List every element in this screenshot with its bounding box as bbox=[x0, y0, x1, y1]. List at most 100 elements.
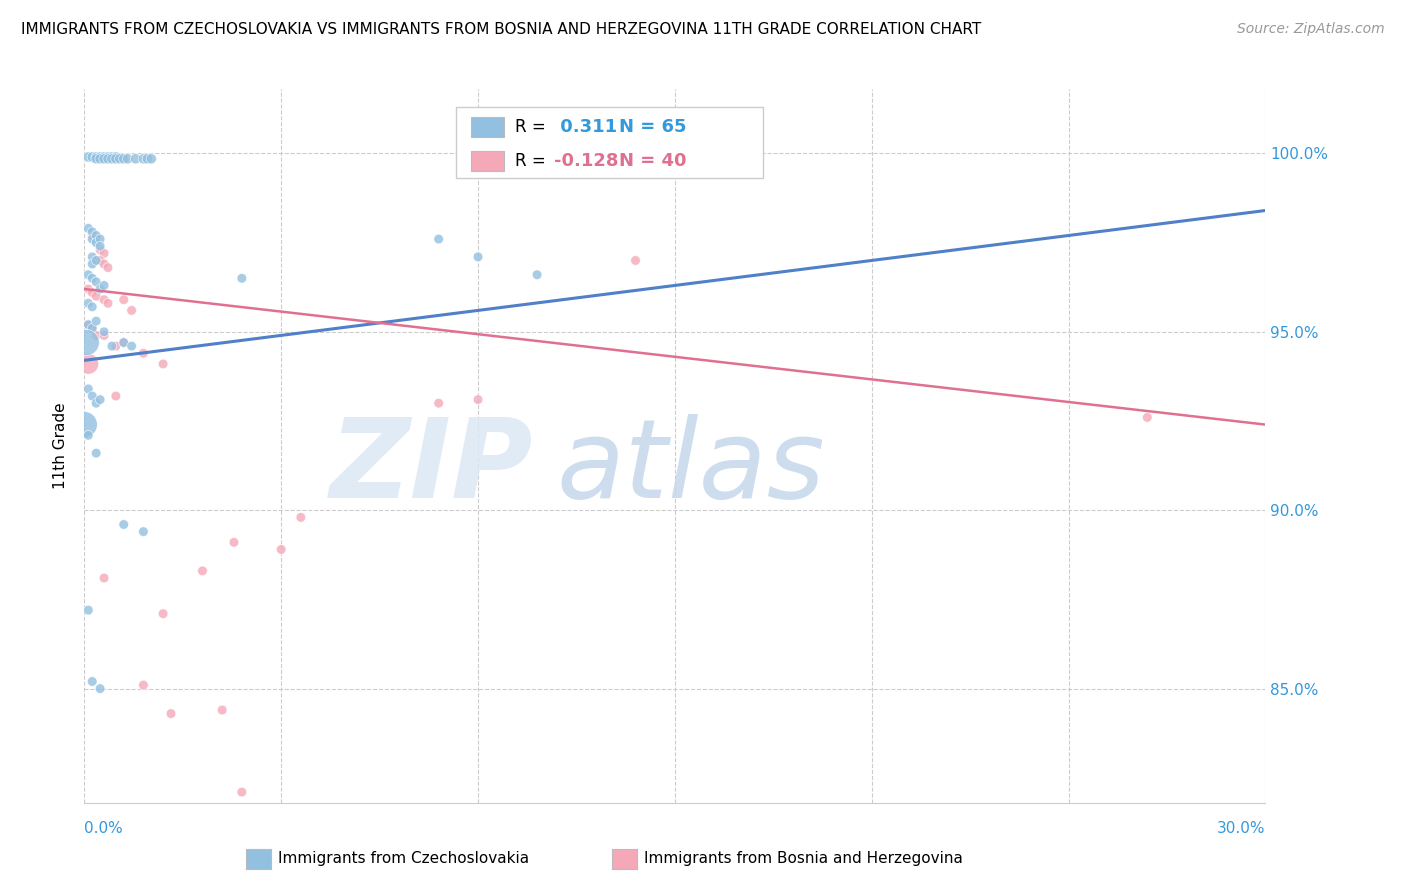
Point bbox=[112, 293, 135, 307]
Point bbox=[84, 328, 107, 343]
Text: N = 65: N = 65 bbox=[620, 118, 688, 136]
Point bbox=[427, 396, 450, 410]
Point bbox=[1136, 410, 1159, 425]
Point bbox=[93, 246, 115, 260]
Text: atlas: atlas bbox=[557, 414, 825, 521]
Point bbox=[77, 357, 100, 371]
Point bbox=[75, 335, 97, 350]
Point bbox=[82, 257, 104, 271]
Text: Immigrants from Czechoslovakia: Immigrants from Czechoslovakia bbox=[278, 851, 530, 865]
Y-axis label: 11th Grade: 11th Grade bbox=[53, 402, 69, 490]
FancyBboxPatch shape bbox=[457, 107, 763, 178]
Point bbox=[77, 282, 100, 296]
Point bbox=[84, 275, 107, 289]
Point bbox=[82, 389, 104, 403]
Point bbox=[93, 150, 115, 164]
Point bbox=[112, 335, 135, 350]
FancyBboxPatch shape bbox=[471, 151, 503, 170]
Point bbox=[121, 339, 143, 353]
Point bbox=[132, 678, 155, 692]
Point bbox=[84, 314, 107, 328]
Point bbox=[104, 150, 127, 164]
Point bbox=[82, 300, 104, 314]
Point bbox=[82, 285, 104, 300]
Point bbox=[93, 293, 115, 307]
Text: N = 40: N = 40 bbox=[620, 152, 688, 169]
Point bbox=[84, 289, 107, 303]
Point bbox=[93, 152, 115, 166]
Point bbox=[84, 446, 107, 460]
Point bbox=[89, 282, 111, 296]
Point bbox=[101, 150, 124, 164]
Point bbox=[84, 396, 107, 410]
Point bbox=[77, 318, 100, 332]
Point bbox=[97, 260, 120, 275]
Point bbox=[89, 243, 111, 257]
FancyBboxPatch shape bbox=[471, 117, 503, 136]
Point bbox=[97, 150, 120, 164]
Point bbox=[82, 674, 104, 689]
Point bbox=[160, 706, 183, 721]
Point bbox=[77, 221, 100, 235]
Point bbox=[136, 152, 159, 166]
Point bbox=[84, 228, 107, 243]
Text: IMMIGRANTS FROM CZECHOSLOVAKIA VS IMMIGRANTS FROM BOSNIA AND HERZEGOVINA 11TH GR: IMMIGRANTS FROM CZECHOSLOVAKIA VS IMMIGR… bbox=[21, 22, 981, 37]
Point bbox=[77, 150, 100, 164]
Text: Source: ZipAtlas.com: Source: ZipAtlas.com bbox=[1237, 22, 1385, 37]
Point bbox=[77, 382, 100, 396]
Point bbox=[427, 232, 450, 246]
Point bbox=[526, 268, 548, 282]
Point bbox=[82, 271, 104, 285]
Point bbox=[77, 318, 100, 332]
Point bbox=[231, 785, 253, 799]
Point bbox=[467, 392, 489, 407]
Point bbox=[89, 681, 111, 696]
Point bbox=[84, 150, 107, 164]
Point bbox=[77, 428, 100, 442]
Point bbox=[82, 321, 104, 335]
Point bbox=[77, 268, 100, 282]
Point bbox=[73, 417, 96, 432]
Point bbox=[108, 152, 131, 166]
Point bbox=[93, 328, 115, 343]
Point bbox=[82, 150, 104, 164]
Point bbox=[77, 603, 100, 617]
Point bbox=[132, 524, 155, 539]
Point bbox=[97, 296, 120, 310]
Point bbox=[84, 152, 107, 166]
Point bbox=[152, 607, 174, 621]
Point bbox=[89, 239, 111, 253]
Text: R =: R = bbox=[516, 118, 551, 136]
Point bbox=[467, 250, 489, 264]
Point bbox=[93, 571, 115, 585]
Point bbox=[82, 250, 104, 264]
Point bbox=[82, 321, 104, 335]
Point bbox=[84, 235, 107, 250]
Point bbox=[93, 257, 115, 271]
Point bbox=[132, 152, 155, 166]
Point bbox=[93, 278, 115, 293]
Point bbox=[112, 152, 135, 166]
Point bbox=[191, 564, 214, 578]
Point bbox=[152, 357, 174, 371]
Point bbox=[231, 271, 253, 285]
Point bbox=[290, 510, 312, 524]
Point bbox=[117, 152, 139, 166]
Point bbox=[82, 228, 104, 243]
Point bbox=[222, 535, 245, 549]
Text: Immigrants from Bosnia and Herzegovina: Immigrants from Bosnia and Herzegovina bbox=[644, 851, 963, 865]
Point bbox=[132, 346, 155, 360]
Text: -0.128: -0.128 bbox=[554, 152, 619, 169]
Point bbox=[89, 152, 111, 166]
Text: 30.0%: 30.0% bbox=[1218, 821, 1265, 836]
Point bbox=[121, 303, 143, 318]
Point bbox=[211, 703, 233, 717]
Point bbox=[104, 152, 127, 166]
Point bbox=[104, 389, 127, 403]
Point bbox=[84, 253, 107, 268]
Point bbox=[82, 232, 104, 246]
Point bbox=[270, 542, 292, 557]
Point bbox=[84, 232, 107, 246]
Point bbox=[89, 253, 111, 268]
Text: 0.311: 0.311 bbox=[554, 118, 617, 136]
